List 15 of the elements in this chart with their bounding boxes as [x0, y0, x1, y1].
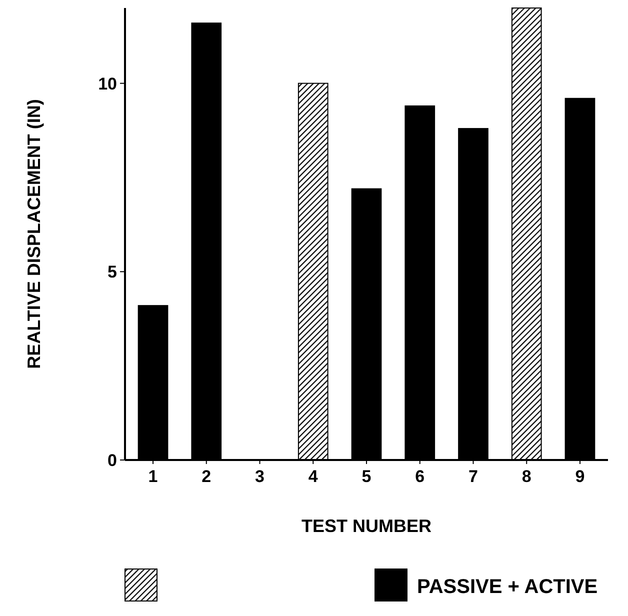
y-tick-label: 5	[108, 262, 117, 282]
x-tick-label: 5	[362, 467, 372, 486]
x-tick-label: 3	[255, 467, 264, 486]
y-tick-label: 10	[98, 74, 117, 94]
x-tick-label: 9	[575, 467, 585, 486]
x-tick-label: 6	[415, 467, 425, 486]
x-tick-label: 8	[522, 467, 532, 486]
y-axis-title: REALTIVE DISPLACEMENT (IN)	[24, 99, 44, 369]
x-tick-label: 1	[148, 467, 158, 486]
x-tick-label: 2	[202, 467, 212, 486]
y-tick-label: 0	[108, 450, 117, 470]
x-tick-label: 7	[468, 467, 478, 486]
x-axis-title: TEST NUMBER	[302, 516, 432, 536]
legend-label: PASSIVE + ACTIVE	[417, 576, 598, 598]
x-tick-label: 4	[308, 467, 318, 486]
